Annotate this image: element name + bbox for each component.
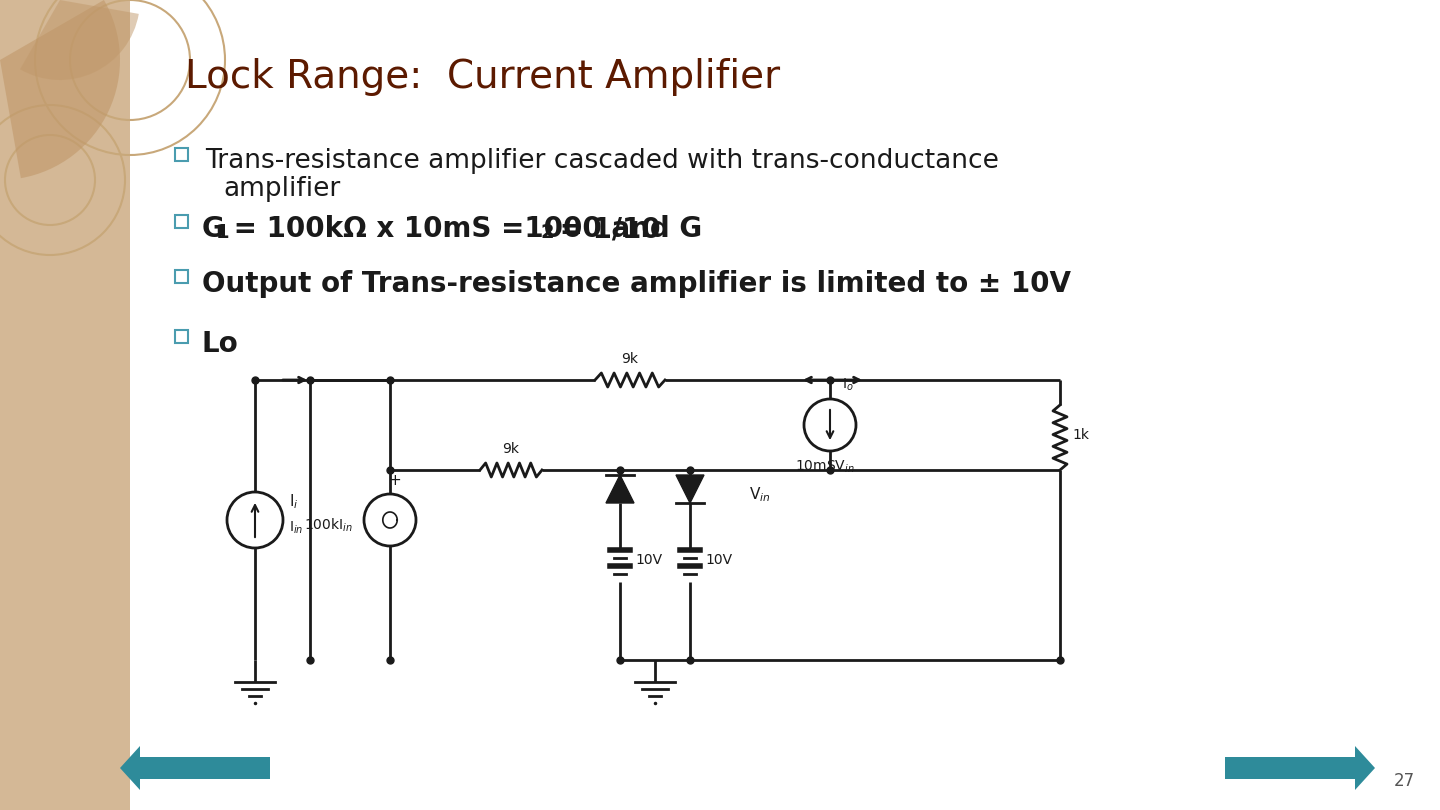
Polygon shape <box>675 475 704 503</box>
Text: = 100kΩ x 10mS =1000 and G: = 100kΩ x 10mS =1000 and G <box>225 215 703 243</box>
Text: G: G <box>202 215 225 243</box>
Text: 9k: 9k <box>622 352 638 366</box>
FancyBboxPatch shape <box>0 0 130 810</box>
Bar <box>176 330 189 343</box>
Polygon shape <box>120 746 271 790</box>
Text: Output of Trans-resistance amplifier is limited to ± 10V: Output of Trans-resistance amplifier is … <box>202 270 1071 298</box>
Text: 9k: 9k <box>503 442 520 456</box>
Text: V$_{in}$: V$_{in}$ <box>749 485 770 504</box>
Text: +: + <box>389 473 402 488</box>
Text: 10mSV$_{in}$: 10mSV$_{in}$ <box>795 459 855 475</box>
Bar <box>176 215 189 228</box>
Text: 100kI$_{in}$: 100kI$_{in}$ <box>304 516 353 534</box>
Polygon shape <box>606 475 634 503</box>
Text: 27: 27 <box>1394 772 1416 790</box>
Text: 2: 2 <box>540 223 553 242</box>
Text: I$_{in}$: I$_{in}$ <box>289 520 304 536</box>
Bar <box>176 270 189 283</box>
Polygon shape <box>1225 746 1375 790</box>
Text: Lock Range:  Current Amplifier: Lock Range: Current Amplifier <box>184 58 780 96</box>
Text: I$_i$: I$_i$ <box>289 492 298 511</box>
Text: 10V: 10V <box>706 553 732 567</box>
Text: I$_o$: I$_o$ <box>842 377 854 393</box>
Bar <box>176 148 189 161</box>
Wedge shape <box>0 0 120 178</box>
Text: Lo: Lo <box>202 330 239 358</box>
Text: 1: 1 <box>216 223 229 242</box>
Text: amplifier: amplifier <box>223 176 340 202</box>
Text: = 1/10: = 1/10 <box>550 215 661 243</box>
Text: 10V: 10V <box>635 553 662 567</box>
Wedge shape <box>20 0 138 80</box>
Text: 1k: 1k <box>1071 428 1089 442</box>
Text: Trans-resistance amplifier cascaded with trans-conductance: Trans-resistance amplifier cascaded with… <box>204 148 999 174</box>
